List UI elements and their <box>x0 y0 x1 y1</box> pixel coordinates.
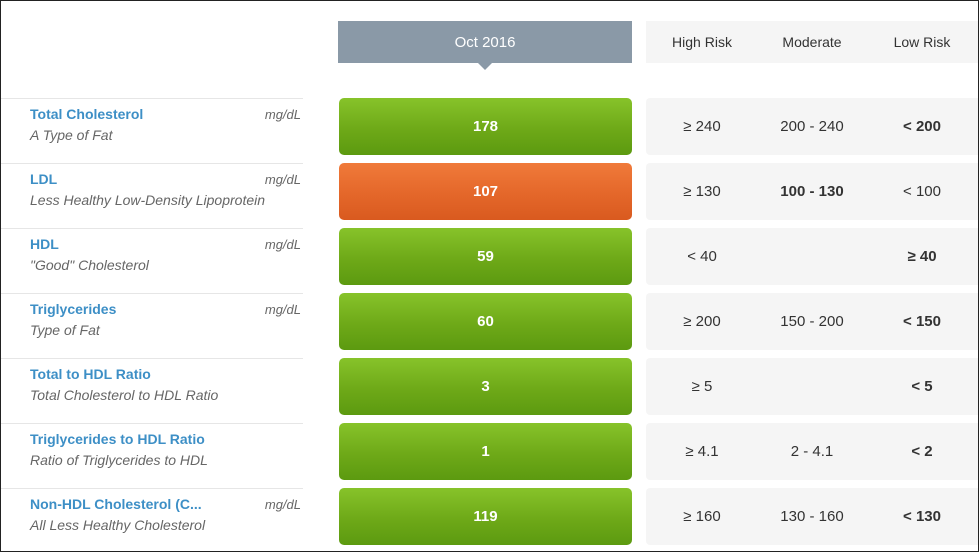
table-row: Triglycerides mg/dL Type of Fat 60 ≥ 200… <box>1 293 978 358</box>
low-risk-range: < 200 <box>903 118 941 135</box>
table-row: Total Cholesterol mg/dL A Type of Fat 17… <box>1 98 978 163</box>
metric-name-link[interactable]: Total to HDL Ratio <box>30 366 151 382</box>
metric-label-cell: Triglycerides mg/dL Type of Fat <box>1 293 303 358</box>
high-risk-header: High Risk <box>672 34 732 50</box>
metric-value[interactable]: 3 <box>339 358 632 415</box>
risk-ranges: ≥ 130 100 - 130 < 100 <box>646 163 978 220</box>
risk-ranges: ≥ 160 130 - 160 < 130 <box>646 488 978 545</box>
moderate-range: 100 - 130 <box>780 183 844 200</box>
metric-value[interactable]: 178 <box>339 98 632 155</box>
high-risk-range: ≥ 130 <box>683 183 721 200</box>
metric-value[interactable]: 1 <box>339 423 632 480</box>
metric-unit: mg/dL <box>264 107 301 122</box>
high-risk-range: ≥ 160 <box>683 508 721 525</box>
high-risk-range: ≥ 200 <box>683 313 721 330</box>
metric-label-cell: Triglycerides to HDL Ratio Ratio of Trig… <box>1 423 303 488</box>
results-table: Total Cholesterol mg/dL A Type of Fat 17… <box>1 98 978 551</box>
metric-unit: mg/dL <box>264 237 301 252</box>
metric-description: Type of Fat <box>30 322 100 338</box>
risk-ranges: < 40 ≥ 40 <box>646 228 978 285</box>
moderate-range: 2 - 4.1 <box>790 443 834 460</box>
metric-value[interactable]: 119 <box>339 488 632 545</box>
metric-name-link[interactable]: Total Cholesterol <box>30 106 144 122</box>
metric-description: Total Cholesterol to HDL Ratio <box>30 387 219 403</box>
table-row: Non-HDL Cholesterol (C... mg/dL All Less… <box>1 488 978 551</box>
pointer-icon <box>478 63 492 70</box>
risk-ranges: ≥ 240 200 - 240 < 200 <box>646 98 978 155</box>
low-risk-range: < 100 <box>903 183 941 200</box>
high-risk-range: < 40 <box>687 248 717 265</box>
high-risk-range: ≥ 5 <box>691 378 713 395</box>
table-row: LDL mg/dL Less Healthy Low-Density Lipop… <box>1 163 978 228</box>
metric-name-link[interactable]: LDL <box>30 171 58 187</box>
metric-unit: mg/dL <box>264 302 301 317</box>
metric-label-cell: LDL mg/dL Less Healthy Low-Density Lipop… <box>1 163 303 228</box>
low-risk-range: < 5 <box>911 378 933 395</box>
risk-ranges: ≥ 4.1 2 - 4.1 < 2 <box>646 423 978 480</box>
moderate-range: 200 - 240 <box>780 118 844 135</box>
metric-value[interactable]: 60 <box>339 293 632 350</box>
metric-label-cell: Total to HDL Ratio Total Cholesterol to … <box>1 358 303 423</box>
metric-label-cell: Total Cholesterol mg/dL A Type of Fat <box>1 98 303 163</box>
metric-name-link[interactable]: Triglycerides <box>30 301 117 317</box>
date-column-header[interactable]: Oct 2016 <box>338 21 632 70</box>
table-row: Total to HDL Ratio Total Cholesterol to … <box>1 358 978 423</box>
low-risk-range: < 150 <box>903 313 941 330</box>
metric-name-link[interactable]: HDL <box>30 236 59 252</box>
date-label: Oct 2016 <box>454 33 516 51</box>
risk-ranges: ≥ 200 150 - 200 < 150 <box>646 293 978 350</box>
metric-unit: mg/dL <box>264 172 301 187</box>
high-risk-range: ≥ 4.1 <box>685 443 719 460</box>
low-risk-range: < 2 <box>911 443 933 460</box>
metric-value[interactable]: 59 <box>339 228 632 285</box>
table-row: Triglycerides to HDL Ratio Ratio of Trig… <box>1 423 978 488</box>
moderate-range: 150 - 200 <box>780 313 844 330</box>
metric-label-cell: HDL mg/dL "Good" Cholesterol <box>1 228 303 293</box>
metric-description: Ratio of Triglycerides to HDL <box>30 452 208 468</box>
moderate-range: 130 - 160 <box>780 508 844 525</box>
risk-columns-header: High Risk Moderate Low Risk <box>646 21 978 63</box>
high-risk-range: ≥ 240 <box>683 118 721 135</box>
metric-description: Less Healthy Low-Density Lipoprotein <box>30 192 266 208</box>
risk-ranges: ≥ 5 < 5 <box>646 358 978 415</box>
moderate-header: Moderate <box>782 34 842 50</box>
metric-description: All Less Healthy Cholesterol <box>30 517 206 533</box>
metric-value[interactable]: 107 <box>339 163 632 220</box>
metric-description: A Type of Fat <box>30 127 113 143</box>
table-row: HDL mg/dL "Good" Cholesterol 59 < 40 ≥ 4… <box>1 228 978 293</box>
metric-name-link[interactable]: Triglycerides to HDL Ratio <box>30 431 205 447</box>
metric-name-link[interactable]: Non-HDL Cholesterol (C... <box>30 496 202 512</box>
metric-label-cell: Non-HDL Cholesterol (C... mg/dL All Less… <box>1 488 303 551</box>
low-risk-header: Low Risk <box>893 34 951 50</box>
low-risk-range: ≥ 40 <box>907 248 937 265</box>
low-risk-range: < 130 <box>903 508 941 525</box>
metric-description: "Good" Cholesterol <box>30 257 149 273</box>
metric-unit: mg/dL <box>264 497 301 512</box>
